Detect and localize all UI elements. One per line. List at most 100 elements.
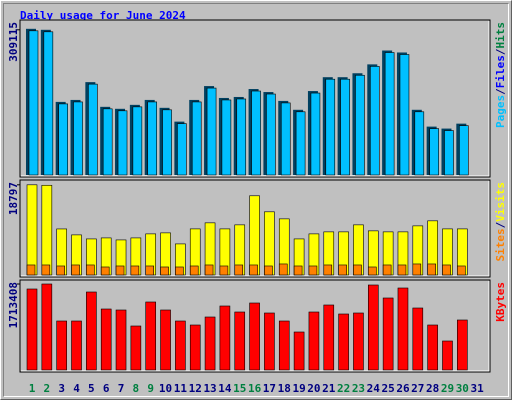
bar bbox=[457, 319, 468, 371]
bar bbox=[204, 264, 214, 276]
bar bbox=[399, 54, 410, 176]
bar bbox=[71, 264, 80, 276]
bar bbox=[293, 331, 305, 371]
bar bbox=[41, 264, 51, 276]
bar bbox=[264, 211, 275, 276]
bar bbox=[175, 266, 184, 276]
bar bbox=[28, 30, 39, 176]
x-tick-label: 22 bbox=[337, 382, 350, 395]
bar bbox=[189, 324, 201, 371]
x-tick-label: 17 bbox=[263, 382, 276, 395]
bar bbox=[427, 324, 438, 371]
x-tick-label: 1 bbox=[29, 382, 36, 395]
bar bbox=[206, 87, 217, 176]
bar bbox=[26, 288, 38, 371]
y-axis-label-part: Sites bbox=[494, 228, 507, 261]
x-tick-label: 9 bbox=[147, 382, 154, 395]
bar bbox=[323, 304, 335, 371]
y-axis-label: KBytes bbox=[494, 282, 507, 322]
x-tick-label: 5 bbox=[88, 382, 95, 395]
bar bbox=[115, 309, 127, 371]
bar bbox=[115, 265, 125, 276]
y-axis-label: Pages/Files/Hits bbox=[494, 22, 507, 128]
bar bbox=[219, 305, 231, 371]
x-tick-label: 26 bbox=[396, 382, 410, 395]
x-tick-label: 7 bbox=[118, 382, 125, 395]
bar bbox=[353, 264, 362, 276]
bar bbox=[384, 52, 395, 176]
bar bbox=[191, 101, 202, 176]
bar bbox=[56, 320, 67, 371]
bar bbox=[266, 93, 276, 176]
x-tick-label: 31 bbox=[471, 382, 485, 395]
y-tick-label: 1713408 bbox=[7, 282, 20, 328]
bar bbox=[177, 123, 187, 176]
frame-inner-light bbox=[3, 3, 509, 397]
bar bbox=[264, 312, 275, 371]
bar bbox=[338, 313, 349, 371]
y-axis-label-part: KBytes bbox=[494, 282, 507, 322]
bar bbox=[264, 265, 273, 276]
x-tick-label: 8 bbox=[133, 382, 140, 395]
frame-inner-dark bbox=[3, 3, 509, 397]
bar bbox=[145, 265, 155, 276]
x-tick-label: 20 bbox=[307, 382, 320, 395]
x-tick-label: 24 bbox=[367, 382, 381, 395]
bar bbox=[26, 264, 36, 276]
bar bbox=[429, 128, 439, 176]
bar bbox=[355, 74, 365, 176]
bar bbox=[323, 264, 333, 276]
y-axis-label-part: Hits bbox=[494, 22, 507, 49]
y-tick-label: 309115 bbox=[7, 22, 20, 62]
bar bbox=[234, 311, 246, 371]
x-tick-label: 25 bbox=[382, 382, 395, 395]
bar bbox=[221, 99, 232, 176]
y-axis-label-part: Files bbox=[494, 55, 507, 88]
bar bbox=[369, 66, 380, 176]
y-tick-label: 18797 bbox=[7, 182, 20, 215]
bar bbox=[100, 308, 112, 371]
bar bbox=[100, 266, 110, 276]
x-tick-label: 6 bbox=[103, 382, 110, 395]
bar bbox=[234, 264, 244, 276]
bar bbox=[41, 184, 53, 276]
y-axis-label-part: Visits bbox=[494, 182, 507, 222]
bar bbox=[117, 110, 128, 176]
x-tick-label: 27 bbox=[411, 382, 424, 395]
bar bbox=[278, 320, 290, 371]
y-axis-label-part: Pages bbox=[494, 95, 507, 128]
bar bbox=[189, 265, 199, 276]
bar bbox=[249, 195, 260, 276]
bar bbox=[162, 109, 172, 176]
panel-highlight bbox=[21, 21, 490, 177]
bar bbox=[86, 264, 95, 276]
bar bbox=[459, 125, 469, 176]
x-tick-label: 14 bbox=[218, 382, 232, 395]
bar bbox=[43, 31, 54, 176]
bar bbox=[414, 111, 425, 176]
x-tick-label: 13 bbox=[203, 382, 216, 395]
bar bbox=[175, 320, 186, 371]
bar bbox=[308, 265, 318, 276]
bar bbox=[442, 264, 451, 276]
x-tick-label: 12 bbox=[189, 382, 202, 395]
panel-highlight bbox=[21, 181, 490, 277]
bar bbox=[457, 265, 466, 276]
bar bbox=[295, 111, 306, 176]
bar bbox=[58, 103, 68, 176]
bar bbox=[73, 101, 83, 176]
x-tick-label: 18 bbox=[278, 382, 291, 395]
bar bbox=[442, 340, 453, 371]
bar bbox=[293, 265, 303, 276]
y-axis-label-part: / bbox=[494, 48, 507, 55]
bar bbox=[88, 83, 98, 176]
bar bbox=[397, 264, 407, 276]
x-tick-label: 21 bbox=[322, 382, 336, 395]
bar bbox=[278, 263, 288, 276]
bar bbox=[86, 291, 97, 371]
bar bbox=[280, 102, 291, 176]
panel-highlight bbox=[21, 281, 490, 372]
bar bbox=[367, 266, 377, 276]
bar bbox=[219, 265, 229, 276]
